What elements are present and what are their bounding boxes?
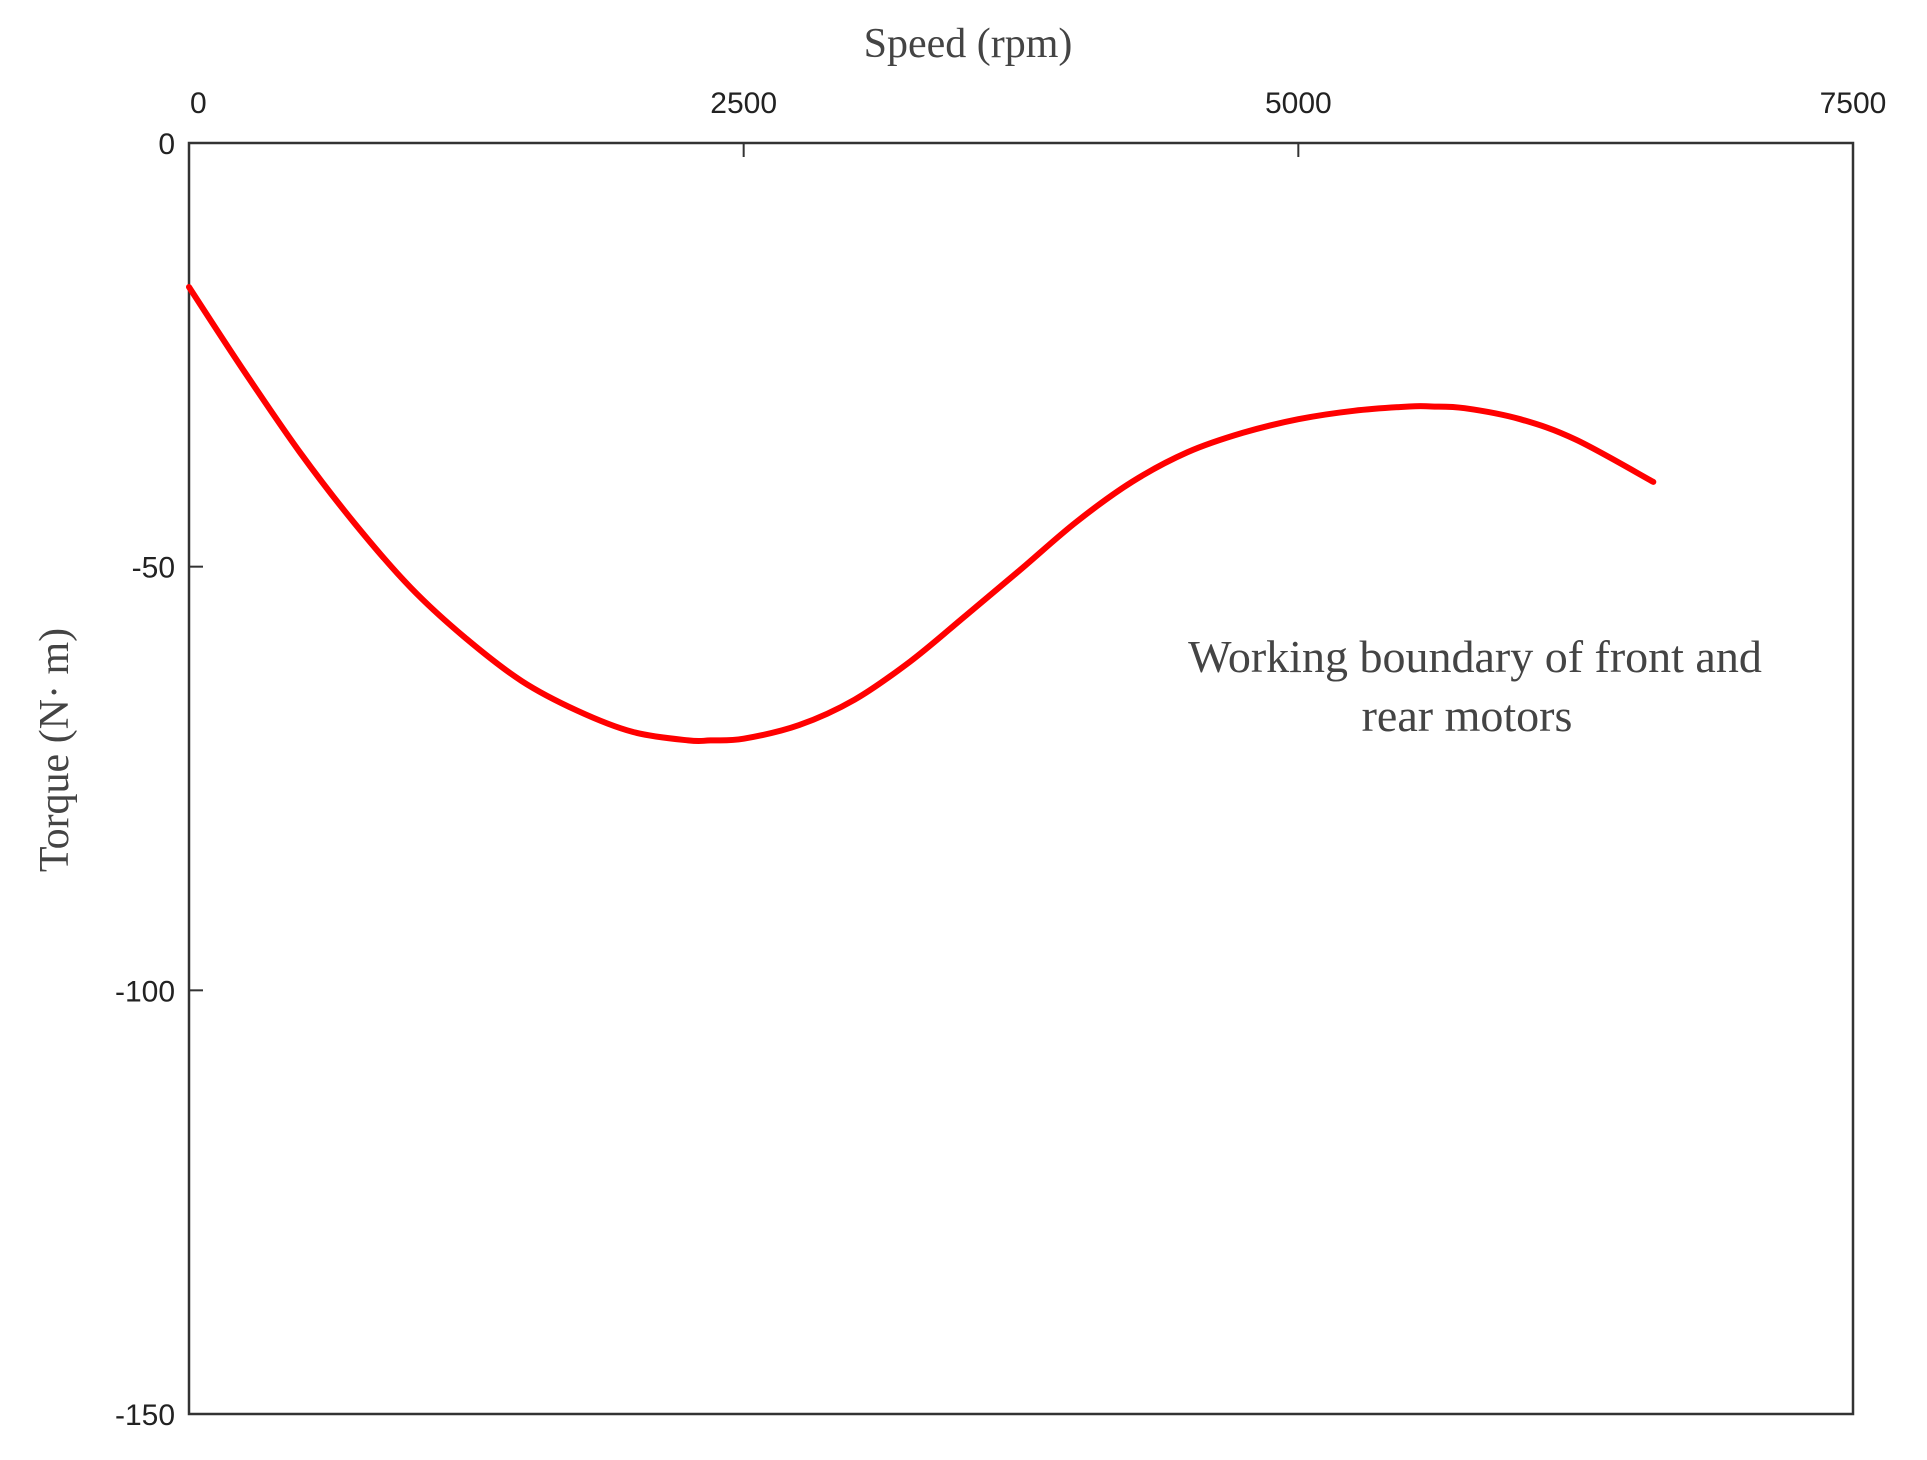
y-axis-ticks: 0 -50 -100 -150 <box>115 128 203 1432</box>
x-tick-label: 0 <box>190 87 207 120</box>
x-tick-label: 2500 <box>710 87 777 120</box>
y-tick-label: -100 <box>115 975 175 1008</box>
x-tick-label: 5000 <box>1265 87 1332 120</box>
y-tick-label: 0 <box>158 128 175 161</box>
plot-frame <box>187 141 1855 1416</box>
y-axis-title: Torque (N· m) <box>32 628 78 872</box>
x-axis-title: Speed (rpm) <box>864 21 1073 67</box>
y-tick-label: -150 <box>115 1399 175 1432</box>
annotation-line-1: Working boundary of front and <box>1188 631 1762 682</box>
x-tick-label: 7500 <box>1820 87 1887 120</box>
annotation-line-2: rear motors <box>1362 690 1573 741</box>
series-line-torque-boundary <box>186 284 1657 745</box>
y-tick-label: -50 <box>132 552 175 585</box>
x-axis-ticks: 0 2500 5000 7500 <box>188 87 1887 157</box>
